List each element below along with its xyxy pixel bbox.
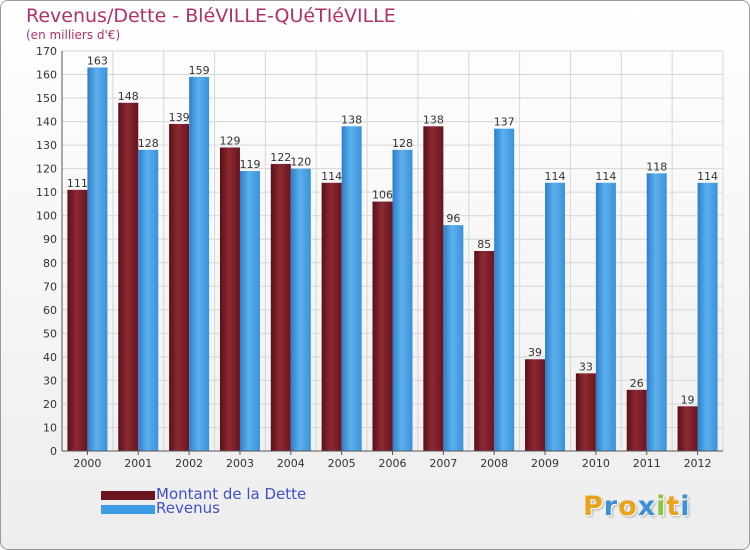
data-label: 106 <box>372 189 393 202</box>
x-tick-label: 2010 <box>582 457 610 470</box>
chart-title: Revenus/Dette - BléVILLE-QUéTIéVILLE <box>26 5 396 27</box>
bar-debt <box>677 406 698 451</box>
data-label: 114 <box>545 170 566 183</box>
data-label: 129 <box>219 134 240 147</box>
y-tick-label: 110 <box>36 186 57 199</box>
y-tick-label: 120 <box>36 163 57 176</box>
y-tick-label: 100 <box>36 210 57 223</box>
bar-revenue <box>646 173 667 451</box>
bar-debt <box>525 359 546 451</box>
x-tick-label: 2007 <box>429 457 457 470</box>
y-tick-label: 40 <box>43 351 57 364</box>
bar-revenue <box>545 182 566 451</box>
bar-revenue <box>697 182 718 451</box>
data-label: 138 <box>423 113 444 126</box>
x-tick-label: 2008 <box>480 457 508 470</box>
x-tick-label: 2005 <box>328 457 356 470</box>
data-label: 33 <box>579 360 593 373</box>
data-label: 85 <box>477 238 491 251</box>
data-label: 137 <box>494 116 515 129</box>
legend-label-revenue: Revenus <box>156 499 220 517</box>
data-label: 159 <box>189 64 210 77</box>
bar-debt <box>169 123 190 452</box>
data-label: 128 <box>392 137 413 150</box>
y-tick-label: 70 <box>43 280 57 293</box>
bar-revenue <box>443 225 464 451</box>
x-tick-label: 2000 <box>73 457 101 470</box>
bar-revenue <box>392 149 413 451</box>
data-label: 26 <box>630 377 644 390</box>
y-tick-label: 130 <box>36 139 57 152</box>
data-label: 163 <box>87 54 108 67</box>
y-tick-label: 10 <box>43 421 57 434</box>
data-label: 114 <box>321 170 342 183</box>
bar-revenue <box>189 76 210 451</box>
data-label: 138 <box>341 113 362 126</box>
y-tick-label: 160 <box>36 69 57 82</box>
data-label: 119 <box>239 158 260 171</box>
data-label: 120 <box>290 156 311 169</box>
bar-revenue <box>87 67 108 452</box>
data-label: 96 <box>446 212 460 225</box>
x-tick-label: 2003 <box>226 457 254 470</box>
y-tick-label: 20 <box>43 398 57 411</box>
data-label: 148 <box>118 90 139 103</box>
y-tick-label: 170 <box>36 45 57 58</box>
bar-debt <box>474 251 495 451</box>
data-label: 118 <box>646 160 667 173</box>
data-label: 139 <box>169 111 190 124</box>
x-tick-label: 2001 <box>124 457 152 470</box>
x-tick-label: 2012 <box>684 457 712 470</box>
bar-debt <box>372 201 393 451</box>
proxiti-logo: Proxiti <box>583 491 691 522</box>
y-tick-label: 50 <box>43 327 57 340</box>
legend-swatch-debt <box>101 491 155 500</box>
legend-swatch-revenue <box>101 505 155 514</box>
y-tick-label: 60 <box>43 304 57 317</box>
bar-debt <box>626 389 647 451</box>
value-labels: 111 163 148 128 139 159 129 119 122 120 114 138 106 1… <box>67 54 718 406</box>
data-label: 111 <box>67 177 88 190</box>
y-tick-label: 0 <box>50 445 57 458</box>
x-tick-label: 2004 <box>277 457 305 470</box>
bar-revenue <box>290 168 311 451</box>
bar-revenue <box>494 128 515 451</box>
x-tick-label: 2009 <box>531 457 559 470</box>
bars <box>67 67 718 452</box>
axes: 0 10 20 30 40 50 60 70 80 90 100 110 120 130 140 150 160… <box>36 45 723 470</box>
legend-label-debt: Montant de la Dette <box>156 485 307 503</box>
data-label: 114 <box>595 170 616 183</box>
bar-revenue <box>341 126 362 451</box>
x-tick-label: 2011 <box>633 457 661 470</box>
bar-revenue <box>138 149 159 451</box>
bar-debt <box>118 102 139 451</box>
bar-debt <box>219 147 240 451</box>
y-tick-label: 80 <box>43 257 57 270</box>
x-tick-label: 2006 <box>379 457 407 470</box>
data-label: 19 <box>681 393 695 406</box>
bar-debt <box>270 163 291 452</box>
y-tick-label: 30 <box>43 374 57 387</box>
bar-debt <box>423 126 444 451</box>
bar-debt <box>321 182 342 451</box>
data-label: 39 <box>528 346 542 359</box>
y-tick-label: 150 <box>36 92 57 105</box>
x-tick-label: 2002 <box>175 457 203 470</box>
y-tick-label: 140 <box>36 116 57 129</box>
bar-debt <box>575 373 596 451</box>
bar-revenue <box>595 182 616 451</box>
y-tick-label: 90 <box>43 233 57 246</box>
data-label: 122 <box>270 151 291 164</box>
bar-debt <box>67 189 88 451</box>
chart-subtitle: (en milliers d'€) <box>26 28 121 42</box>
data-label: 114 <box>697 170 718 183</box>
bar-revenue <box>239 171 260 451</box>
data-label: 128 <box>138 137 159 150</box>
